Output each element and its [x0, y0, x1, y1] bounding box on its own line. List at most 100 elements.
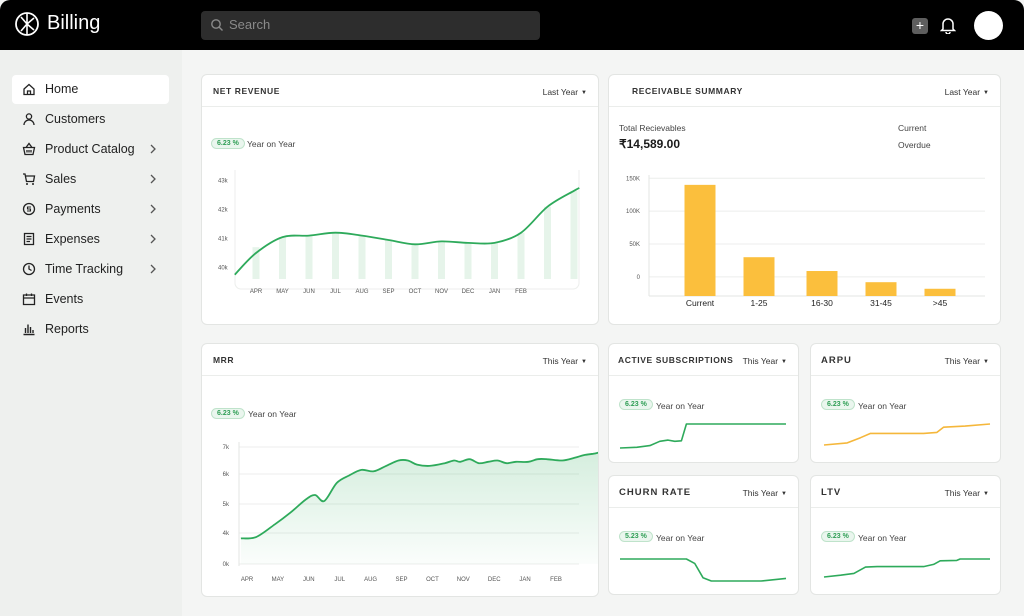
period-dropdown[interactable]: This Year ▼ — [945, 488, 989, 498]
add-button[interactable]: + — [912, 18, 928, 34]
x-tick-label: AUG — [355, 289, 368, 295]
receivable-summary-card: RECEIVABLE SUMMARY Last Year ▼ Total Reci… — [608, 74, 1001, 325]
x-tick-label: FEB — [550, 577, 562, 583]
period-dropdown[interactable]: This Year ▼ — [743, 356, 787, 366]
overdue-label: Overdue — [898, 140, 931, 150]
x-tick-label: DEC — [488, 577, 501, 583]
chevron-right-icon[interactable] — [149, 202, 157, 216]
caret-down-icon: ▼ — [781, 491, 787, 497]
total-receivables-value: ₹14,589.00 — [619, 137, 681, 151]
card-header: RECEIVABLE SUMMARY Last Year ▼ — [609, 75, 1000, 107]
x-tick-label: OCT — [409, 289, 422, 295]
card-title: LTV — [821, 487, 842, 498]
yoy-label: Year on Year — [248, 409, 297, 419]
search-input[interactable]: Search — [201, 11, 540, 40]
search-placeholder: Search — [229, 17, 271, 32]
top-bar: Billing Search + — [0, 0, 1024, 50]
growth-badge: 6.23 % — [821, 531, 855, 542]
sidebar-item-reports[interactable]: Reports — [12, 315, 169, 344]
caret-down-icon: ▼ — [983, 90, 989, 96]
y-tick-label: 43k — [218, 179, 229, 185]
caret-down-icon: ▼ — [983, 359, 989, 365]
x-tick-label: APR — [250, 289, 263, 295]
y-tick-label: 150K — [626, 176, 640, 182]
revenue-bar — [358, 235, 366, 279]
sidebar-item-product-catalog[interactable]: Product Catalog — [12, 135, 169, 164]
net-revenue-card: NET REVENUE Last Year ▼ 6.23 % Year on Ye… — [201, 74, 599, 325]
chevron-right-icon[interactable] — [149, 262, 157, 276]
revenue-bar — [570, 190, 578, 279]
sidebar-item-customers[interactable]: Customers — [12, 105, 169, 134]
chevron-right-icon[interactable] — [149, 142, 157, 156]
receivable-bar — [684, 184, 716, 296]
revenue-bar — [544, 206, 551, 279]
revenue-bar — [252, 247, 260, 279]
card-title: ACTIVE SUBSCRIPTIONS — [618, 355, 734, 365]
sidebar-item-events[interactable]: Events — [12, 285, 169, 314]
category-label: 1-25 — [750, 298, 767, 308]
revenue-bar — [464, 242, 472, 279]
yoy-label: Year on Year — [247, 139, 296, 149]
x-tick-label: OCT — [426, 577, 439, 583]
y-tick-label: 0 — [637, 275, 641, 281]
x-tick-label: JAN — [489, 289, 500, 295]
ltv-line — [823, 558, 990, 578]
period-dropdown[interactable]: Last Year ▼ — [945, 87, 989, 97]
ltv-card: LTV This Year ▼ 6.23 % Year on Year — [810, 475, 1001, 595]
yoy-label: Year on Year — [858, 401, 907, 411]
x-tick-label: MAY — [276, 289, 289, 295]
revenue-bar — [411, 244, 419, 279]
growth-badge: 6.23 % — [821, 399, 855, 410]
x-tick-label: JUN — [303, 577, 315, 583]
category-label: 31-45 — [870, 298, 892, 308]
receipt-icon — [23, 232, 35, 246]
y-tick-label: 40k — [218, 265, 229, 271]
sidebar-item-label: Sales — [45, 172, 77, 186]
period-label: This Year — [944, 488, 981, 498]
sidebar-item-label: Payments — [45, 202, 101, 216]
sidebar-item-label: Events — [45, 292, 84, 306]
bell-icon[interactable] — [940, 16, 956, 34]
billing-logo-icon[interactable] — [14, 11, 40, 37]
receivable-bar — [806, 271, 838, 296]
current-label: Current — [898, 123, 927, 133]
cart-icon — [23, 173, 36, 185]
period-dropdown[interactable]: This Year ▼ — [743, 488, 787, 498]
home-icon — [23, 83, 35, 96]
arpu-card: ARPU This Year ▼ 6.23 % Year on Year — [810, 343, 1001, 463]
caret-down-icon: ▼ — [781, 359, 787, 365]
chevron-right-icon[interactable] — [149, 172, 157, 186]
growth-badge: 6.23 % — [619, 399, 653, 410]
card-header: ARPU This Year ▼ — [811, 344, 1000, 376]
sidebar-item-time-tracking[interactable]: Time Tracking — [12, 255, 169, 284]
sidebar-item-expenses[interactable]: Expenses — [12, 225, 169, 254]
sidebar-item-payments[interactable]: Payments — [12, 195, 169, 224]
card-title: MRR — [213, 355, 235, 365]
category-label: Current — [686, 298, 715, 308]
total-receivables-label: Total Recievables — [619, 123, 686, 133]
coin-icon — [22, 202, 36, 216]
period-dropdown[interactable]: Last Year ▼ — [543, 87, 587, 97]
caret-down-icon: ▼ — [983, 491, 989, 497]
card-header: NET REVENUE Last Year ▼ — [202, 75, 598, 107]
period-dropdown[interactable]: This Year ▼ — [543, 356, 587, 366]
y-tick-label: 7k — [223, 445, 230, 451]
period-label: Last Year — [542, 87, 579, 97]
revenue-bar — [279, 237, 286, 279]
sidebar-item-label: Home — [45, 82, 79, 96]
mrr-line — [240, 451, 598, 540]
arpu-line — [823, 423, 991, 446]
sidebar-item-home[interactable]: Home — [12, 75, 169, 104]
growth-badge: 6.23 % — [211, 138, 245, 149]
card-title: RECEIVABLE SUMMARY — [632, 86, 743, 96]
net-revenue-chart: 40k 41k 42k 43k APR MAY JUN JUL AUG SEP OCT NOV DEC J… — [218, 170, 580, 295]
mrr-card: MRR This Year ▼ 6.23 % Year on Year 0k 4k 5… — [201, 343, 599, 597]
chevron-right-icon[interactable] — [149, 232, 157, 246]
y-tick-label: 4k — [223, 531, 230, 537]
active-subscriptions-line — [619, 423, 786, 449]
revenue-bar — [438, 241, 445, 279]
sidebar-item-sales[interactable]: Sales — [12, 165, 169, 194]
plot-frame — [234, 170, 580, 290]
avatar[interactable] — [974, 11, 1003, 40]
period-dropdown[interactable]: This Year ▼ — [945, 356, 989, 366]
